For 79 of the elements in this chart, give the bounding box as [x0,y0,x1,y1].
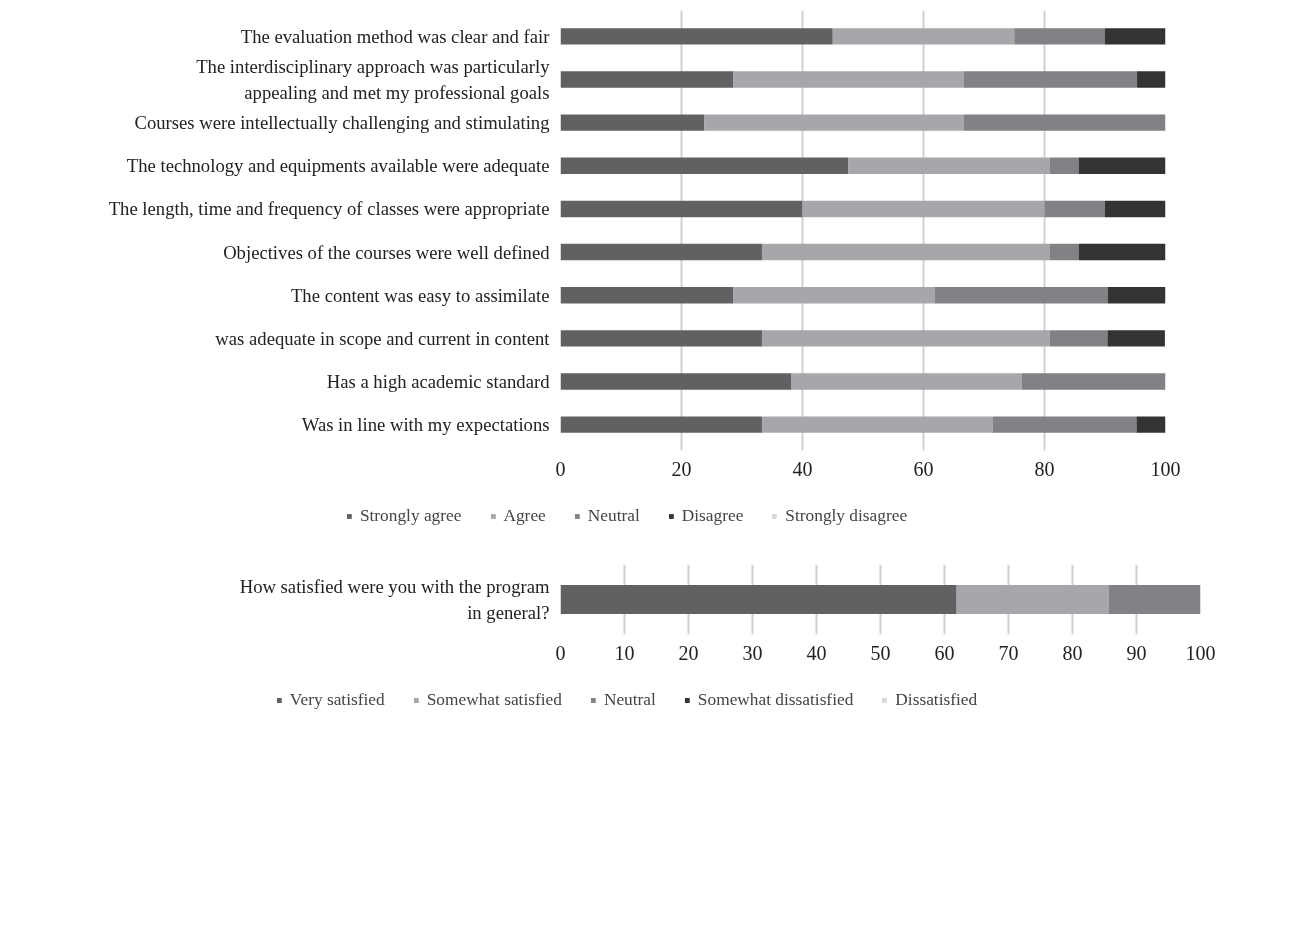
legend-label: Disagree [681,506,744,526]
x-tick-label: 20 [678,641,699,664]
bar [560,287,734,304]
x-tick-label: 40 [806,641,827,664]
bar [1107,330,1165,347]
bar [1049,157,1079,174]
bar [560,71,734,88]
bar [1078,157,1166,174]
x-tick-label: 50 [870,641,891,664]
bar [1108,287,1166,304]
legend-label: Neutral [603,690,656,710]
y-tick-label: The interdisciplinary approach was particularly appealing and met my professional goals [196,56,551,103]
legend-label: Strongly agree [359,506,462,526]
bar [992,416,1137,433]
x-tick-label: 20 [671,457,692,480]
x-tick-label: 100 [1185,641,1216,664]
bar [560,200,803,218]
x-tick-label: 0 [555,457,566,480]
x-tick-label: 30 [742,641,763,664]
x-tick-label: 100 [1150,457,1181,480]
x-tick-label: 10 [614,641,635,664]
y-tick-label: Courses were intellectually challenging and stimulating [134,112,550,134]
bar [832,28,1015,45]
bar [560,584,957,615]
x-tick-label: 80 [1034,457,1055,480]
x-tick-label: 70 [998,641,1019,664]
bar [560,330,762,347]
x-tick-label: 80 [1062,641,1083,664]
bar [1078,243,1166,261]
y-tick-label: The length, time and frequency of classes were appropriate [108,198,550,220]
bar [964,114,1166,131]
legend-label: Somewhat dissatisfied [697,690,854,710]
bar [560,114,705,131]
y-tick-label: The technology and equipments available were adequate [126,155,550,177]
bar [934,287,1109,304]
bar [560,28,833,45]
bar [761,330,1050,347]
x-tick-label: 0 [555,641,566,664]
bar [1049,243,1079,261]
bar [802,200,1045,218]
x-tick-label: 60 [913,457,934,480]
bar [964,71,1138,88]
bar [560,416,762,433]
y-tick-label: The evaluation method was clear and fair [240,25,551,47]
legend-label: Somewhat satisfied [426,690,562,710]
bar [761,416,993,433]
y-tick-label: The content was easy to assimilate [290,284,550,306]
bar [1137,71,1166,88]
bar [1105,200,1166,218]
bar [848,157,1050,174]
bar [1021,373,1166,390]
legend-label: Neutral [587,506,640,526]
bar [1049,330,1108,347]
bar [560,243,762,261]
x-tick-label: 40 [792,457,813,480]
legend-label: Strongly disagree [785,506,908,526]
legend-label: Dissatisfied [895,690,978,710]
x-tick-label: 60 [934,641,955,664]
bar [1108,584,1201,615]
bar [1044,200,1105,218]
bar [733,71,965,88]
y-tick-label: Objectives of the courses were well defined [223,241,551,263]
bar [1105,28,1166,45]
bar [704,114,965,131]
y-tick-label: Has a high academic standard [326,370,551,392]
legend-label: Agree [503,506,546,526]
bar [761,243,1050,261]
y-tick-label: was adequate in scope and current in content [215,327,551,349]
x-tick-label: 90 [1126,641,1147,664]
bar [791,373,1022,390]
bar [1014,28,1105,45]
bar [956,584,1109,615]
y-tick-label: How satisfied were you with the program in general? [239,576,550,623]
y-tick-label: Was in line with my expectations [301,414,550,436]
bar [560,157,849,174]
legend-label: Very satisfied [289,690,385,710]
bar [1136,416,1166,433]
bar [560,373,792,390]
bar [733,287,935,304]
